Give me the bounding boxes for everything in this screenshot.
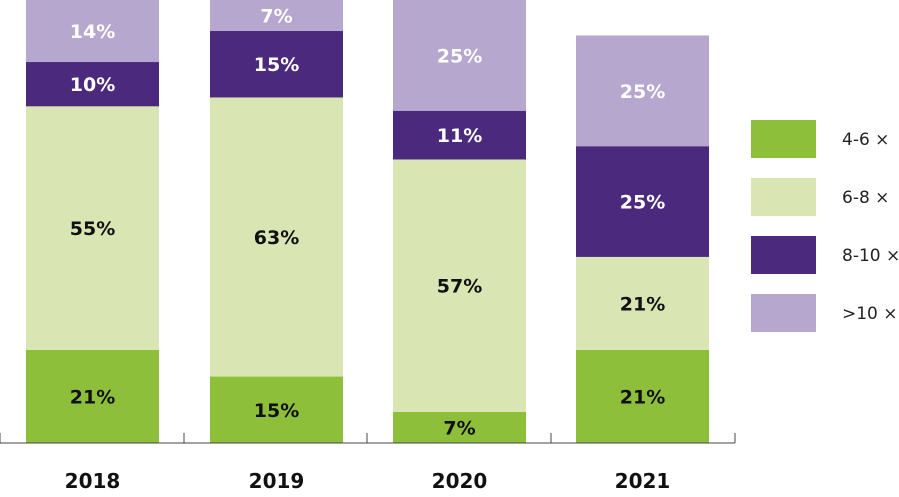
bar-segment [393,110,526,160]
legend: 4-6 × 6-8 × 8-10 × >10 × [751,120,899,332]
legend-swatch [751,120,816,158]
data-label: 25% [620,192,665,214]
data-label: 11% [437,125,482,147]
bar-segment [576,35,709,147]
bar-segment [576,146,709,257]
legend-label: >10 × [842,304,898,324]
data-label: 57% [437,276,482,298]
bar-segment [26,106,159,350]
legend-label: 8-10 × [842,246,899,266]
legend-label: 4-6 × [842,130,889,150]
data-label: 55% [70,218,115,240]
bar-segment [210,31,343,98]
bar-segment [210,0,343,32]
bar-segment [26,0,159,63]
data-label: 14% [70,21,115,43]
x-tick-label: 2018 [65,469,121,493]
data-label: 21% [620,386,665,408]
data-label: 21% [70,386,115,408]
bar-segment [210,376,343,443]
x-axis: 2018 2019 2020 2021 [0,433,736,493]
legend-swatch [751,178,816,216]
bars-group: 21% 55% 10% 14% 15% 63% 15% 7% 7% 57% 11% 25% 21% 21%… [26,0,709,443]
bar-segment [576,349,709,443]
data-label: 15% [254,54,299,76]
legend-swatch [751,294,816,332]
legend-swatch [751,236,816,274]
data-label: 7% [260,6,292,28]
legend-label: 6-8 × [842,188,889,208]
data-label: 15% [254,400,299,422]
bar-segment [26,349,159,443]
x-tick-label: 2019 [249,469,305,493]
bar-segment [26,62,159,107]
bar-segment [393,159,526,412]
data-label: 7% [443,417,475,439]
x-tick-label: 2021 [615,469,671,493]
data-label: 25% [620,81,665,103]
x-tick-label: 2020 [432,469,488,493]
bar-segment [210,97,343,377]
data-label: 25% [437,45,482,67]
data-label: 21% [620,293,665,315]
bar-segment [393,411,526,443]
data-label: 63% [254,227,299,249]
bar-segment [393,0,526,111]
bar-segment [576,256,709,350]
data-label: 10% [70,74,115,96]
